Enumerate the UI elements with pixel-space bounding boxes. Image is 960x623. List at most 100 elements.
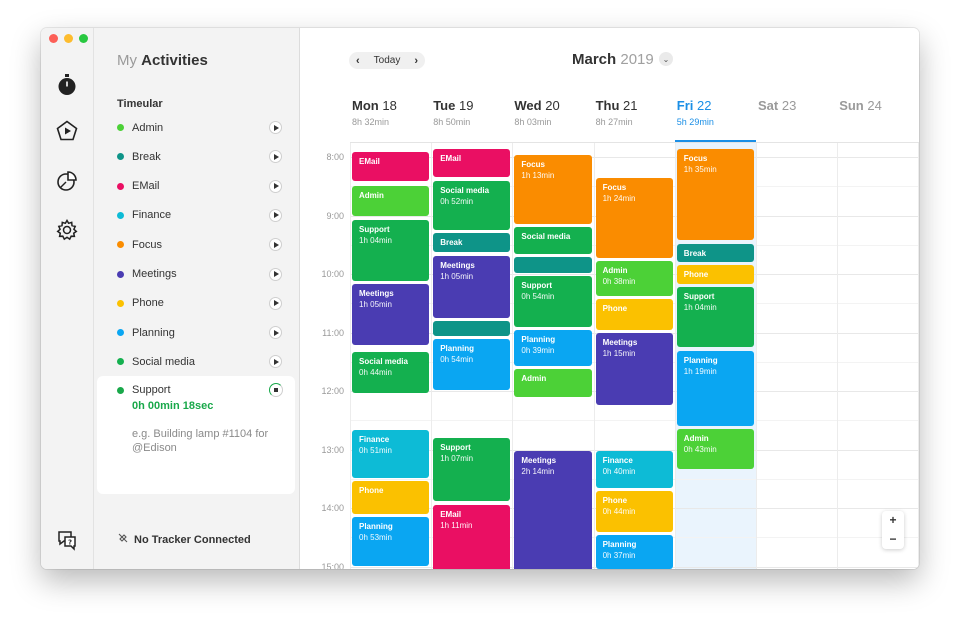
time-entry[interactable]: Planning 1h 19min: [676, 351, 754, 427]
activity-item[interactable]: Finance: [99, 201, 296, 230]
time-entry[interactable]: Phone 0h 44min: [595, 491, 673, 533]
time-entry[interactable]: EMail 1h 11min: [433, 505, 511, 569]
time-entry[interactable]: Support 1h 04min: [676, 286, 754, 348]
day-header[interactable]: Wed 20 8h 03min: [514, 98, 594, 127]
time-entry[interactable]: Meetings 2h 14min: [514, 451, 592, 569]
activity-item[interactable]: Phone: [99, 289, 296, 318]
time-entry-duration: 0h 53min: [359, 532, 392, 542]
time-entry[interactable]: Admin: [514, 368, 592, 397]
month-dropdown-chevron-icon[interactable]: ⌄: [659, 52, 673, 66]
activity-label: Planning: [132, 326, 175, 339]
play-icon[interactable]: [269, 150, 282, 164]
time-entry-duration: 1h 24min: [602, 194, 636, 204]
time-entry[interactable]: Social media 0h 44min: [352, 352, 430, 393]
time-entry-title: Admin: [359, 191, 384, 201]
time-entry[interactable]: Social media 0h 52min: [433, 181, 511, 231]
time-entry[interactable]: Planning 0h 37min: [595, 535, 673, 569]
activity-item[interactable]: Social media: [99, 347, 296, 376]
time-entry[interactable]: Support 1h 04min: [352, 220, 430, 281]
activity-item[interactable]: EMail: [99, 172, 296, 201]
time-entry[interactable]: Meetings 1h 05min: [352, 283, 430, 346]
activity-note-input[interactable]: e.g. Building lamp #1104 for @Edison: [132, 428, 269, 454]
time-entry[interactable]: Finance 0h 40min: [595, 451, 673, 489]
zoom-in-button[interactable]: +: [889, 513, 897, 527]
today-button[interactable]: Today: [373, 55, 401, 66]
hour-label: 15:00: [321, 561, 344, 570]
time-entry[interactable]: Phone: [352, 480, 430, 514]
play-icon[interactable]: [269, 238, 282, 252]
next-week-button[interactable]: ›: [414, 54, 419, 67]
zoom-out-button[interactable]: −: [889, 532, 897, 546]
activity-item[interactable]: Admin: [99, 113, 296, 142]
activity-item[interactable]: Break: [99, 142, 296, 171]
time-entry[interactable]: Meetings 1h 15min: [595, 333, 673, 405]
prev-week-button[interactable]: ‹: [356, 54, 360, 67]
play-icon[interactable]: [269, 355, 282, 369]
activities-panel: My Activities Timeular Admin Break EMail Fi…: [94, 28, 300, 569]
time-entry-title: Phone: [602, 304, 628, 314]
day-date: 19: [458, 98, 474, 113]
activities-icon[interactable]: [55, 119, 79, 143]
day-total: 8h 03min: [514, 117, 552, 127]
time-entry[interactable]: Admin 0h 38min: [595, 261, 673, 297]
time-entry[interactable]: [433, 320, 511, 337]
play-icon[interactable]: [269, 208, 282, 222]
time-entry-title: Social media: [440, 186, 490, 196]
time-entry[interactable]: [514, 257, 592, 273]
minimize-window-button[interactable]: [64, 34, 73, 43]
title-light: My: [117, 52, 137, 69]
day-header[interactable]: Sat 23: [758, 98, 838, 117]
time-entry-title: Finance: [359, 435, 390, 444]
time-entry[interactable]: Planning 0h 54min: [433, 339, 511, 390]
time-entry[interactable]: Phone: [595, 299, 673, 331]
activity-item[interactable]: Planning: [99, 318, 296, 347]
timer-icon[interactable]: [55, 73, 79, 97]
stop-tracking-button[interactable]: [269, 383, 283, 397]
time-entry[interactable]: Phone: [676, 265, 754, 284]
play-icon[interactable]: [269, 296, 282, 310]
time-entry[interactable]: Planning 0h 39min: [514, 329, 592, 366]
time-entry[interactable]: Break: [433, 233, 511, 253]
time-entry[interactable]: Support 0h 54min: [514, 275, 592, 327]
activity-item[interactable]: Meetings: [99, 260, 296, 289]
close-window-button[interactable]: [49, 34, 58, 43]
day-title: Tue 19: [433, 98, 513, 113]
time-entry[interactable]: EMail: [352, 152, 430, 182]
time-entry[interactable]: Admin: [352, 186, 430, 217]
play-icon[interactable]: [269, 267, 282, 281]
play-icon[interactable]: [269, 121, 282, 134]
day-header[interactable]: Tue 19 8h 50min: [433, 98, 513, 127]
active-activity-card[interactable]: Support 0h 00min 18sec e.g. Building lam…: [97, 376, 295, 494]
day-header[interactable]: Mon 18 8h 32min: [352, 98, 432, 127]
reports-icon[interactable]: [55, 169, 79, 193]
day-header[interactable]: Sun 24: [839, 98, 919, 117]
time-entry[interactable]: Break: [676, 243, 754, 263]
time-entry[interactable]: Meetings 1h 05min: [433, 256, 511, 318]
activity-item[interactable]: Focus: [99, 230, 296, 259]
time-entry-duration: 0h 43min: [683, 445, 717, 455]
time-entry[interactable]: Support 1h 07min: [433, 437, 511, 502]
activity-label: Finance: [132, 209, 172, 222]
settings-icon[interactable]: [55, 218, 79, 242]
time-entry[interactable]: Admin 0h 43min: [676, 429, 754, 469]
time-entry[interactable]: Finance 0h 51min: [352, 430, 430, 478]
time-entry[interactable]: EMail: [433, 149, 511, 178]
time-entry[interactable]: Social media: [514, 227, 592, 255]
play-icon[interactable]: [269, 179, 282, 193]
day-column-divider: [674, 142, 676, 569]
play-icon[interactable]: [269, 326, 282, 340]
maximize-window-button[interactable]: [79, 34, 88, 43]
active-activity-label: Support: [132, 384, 171, 396]
activity-label: Phone: [132, 297, 164, 310]
day-header[interactable]: Thu 21 8h 27min: [596, 98, 676, 127]
day-header[interactable]: Fri 22 5h 29min: [677, 98, 757, 127]
time-entry[interactable]: Focus 1h 35min: [676, 149, 754, 240]
time-entry[interactable]: Planning 0h 53min: [352, 516, 430, 567]
activity-color-dot: [117, 329, 124, 337]
help-icon[interactable]: ?: [55, 528, 79, 552]
time-entry[interactable]: Focus 1h 13min: [514, 155, 592, 225]
time-entry[interactable]: Focus 1h 24min: [595, 178, 673, 259]
day-name: Sun: [839, 98, 864, 113]
time-entry-title: Meetings: [359, 288, 394, 298]
time-entry-title: Support: [440, 442, 471, 452]
